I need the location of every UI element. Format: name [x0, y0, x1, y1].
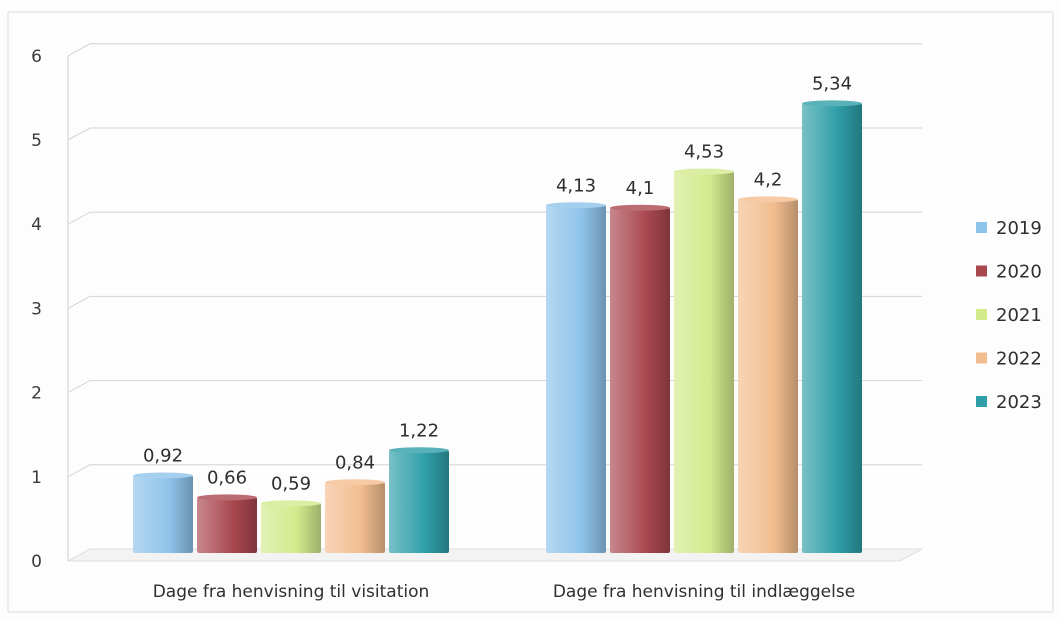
legend-swatch	[976, 222, 987, 233]
legend-label: 2022	[996, 349, 1042, 370]
bar-cap	[389, 447, 449, 454]
bar-cap	[738, 196, 798, 203]
bar-2020-1	[197, 497, 257, 553]
chart-frame	[7, 11, 1054, 613]
bar-cap	[325, 479, 385, 486]
y-tick-label: 5	[31, 131, 42, 151]
bar-cap	[261, 500, 321, 507]
bar-2021-2	[674, 171, 734, 553]
legend-swatch	[976, 265, 987, 277]
legend-swatch	[976, 352, 987, 364]
data-label: 4,2	[754, 169, 783, 190]
legend-label: 2020	[996, 262, 1042, 283]
legend-swatch	[976, 396, 987, 407]
bar-2019-1	[133, 475, 193, 553]
data-label: 5,34	[812, 73, 852, 94]
bar-cap	[546, 202, 606, 209]
bar-cap	[802, 100, 862, 107]
y-tick-label: 1	[31, 468, 42, 488]
legend-label: 2023	[996, 392, 1042, 413]
legend-swatch	[976, 309, 987, 320]
bar-cap	[610, 204, 670, 211]
data-label: 0,66	[207, 467, 247, 488]
data-label: 4,1	[626, 178, 655, 199]
bar-2022-1	[325, 482, 385, 553]
bar-2021-1	[261, 503, 321, 553]
y-tick-label: 2	[31, 384, 42, 404]
bar-cap	[133, 472, 193, 479]
data-label: 4,53	[684, 142, 724, 163]
x-category-label: Dage fra henvisning til visitation	[153, 582, 430, 602]
y-tick-label: 4	[31, 215, 42, 235]
data-label: 0,59	[271, 473, 311, 494]
data-label: 0,84	[335, 452, 375, 473]
legend-label: 2019	[996, 218, 1042, 239]
bar-2023-1	[389, 450, 449, 553]
bar-cap	[197, 494, 257, 501]
gridline	[67, 127, 922, 141]
y-tick-label: 0	[31, 552, 42, 572]
y-tick-label: 6	[31, 47, 42, 67]
legend-label: 2021	[996, 305, 1042, 326]
y-tick-label: 3	[31, 299, 42, 319]
bar-2019-2	[546, 205, 606, 553]
data-label: 4,13	[556, 175, 596, 196]
data-label: 0,92	[143, 446, 183, 467]
bar-2020-2	[610, 207, 670, 553]
x-category-label: Dage fra henvisning til indlæggelse	[553, 582, 855, 602]
bar-cap	[674, 168, 734, 175]
bar-2023-2	[802, 103, 862, 553]
gridline	[67, 43, 922, 57]
bar-2022-2	[738, 199, 798, 554]
data-label: 1,22	[399, 420, 439, 441]
